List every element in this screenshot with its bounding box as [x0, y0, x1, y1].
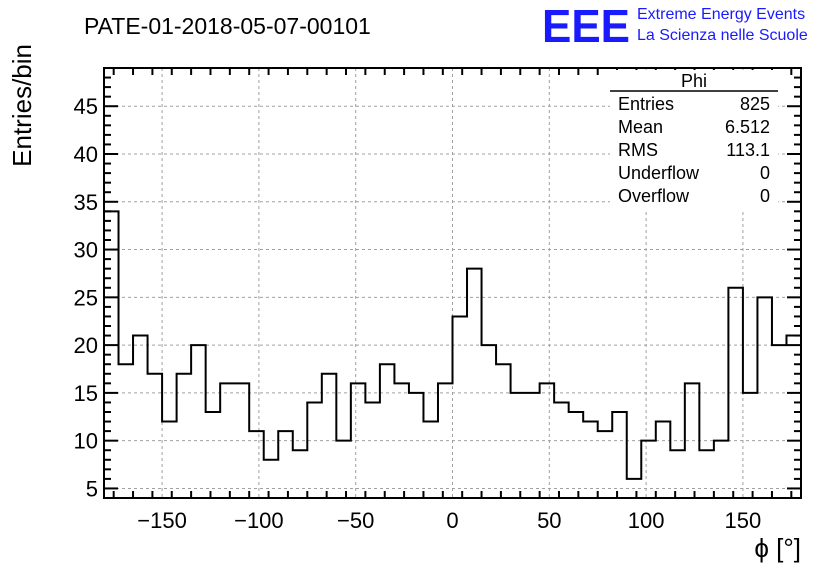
- stats-value: 825: [740, 94, 770, 114]
- logo-line-2: La Scienza nelle Scuole: [637, 27, 808, 44]
- histogram-bin: [380, 364, 395, 498]
- eee-logo: EEE Extreme Energy Events La Scienza nel…: [542, 0, 808, 52]
- stats-label: Overflow: [618, 186, 690, 206]
- logo-mark: EEE: [542, 0, 630, 52]
- histogram-bin: [409, 393, 424, 498]
- stats-box-background: [610, 70, 778, 210]
- histogram-bin: [743, 393, 758, 498]
- x-tick-label: −100: [234, 508, 284, 533]
- histogram-bin: [453, 316, 468, 498]
- y-tick-label: 30: [74, 238, 98, 263]
- stats-label: Underflow: [618, 163, 700, 183]
- histogram-bin: [511, 393, 526, 498]
- histogram-bin: [119, 364, 134, 498]
- histogram-bin: [772, 345, 787, 498]
- histogram-bin: [293, 450, 308, 498]
- histogram-bin: [685, 383, 700, 498]
- y-tick-labels: 5 10 15 20 25 30 35 40 45: [74, 94, 98, 501]
- plot-frame: [103, 67, 802, 499]
- histogram-bin: [670, 450, 685, 498]
- histogram-bin: [423, 422, 438, 498]
- histogram-bin: [307, 402, 322, 498]
- y-tick-label: 10: [74, 429, 98, 454]
- histogram-bars: [103, 210, 802, 498]
- histogram-bin: [699, 450, 714, 498]
- x-tick-label: 0: [446, 508, 458, 533]
- logo-line-1: Extreme Energy Events: [637, 6, 805, 23]
- stats-title: Phi: [681, 71, 707, 91]
- y-tick-label: 40: [74, 142, 98, 167]
- histogram-bin: [148, 374, 163, 498]
- histogram-bin: [162, 422, 177, 498]
- histogram-bin: [569, 412, 584, 498]
- histogram-bin: [177, 374, 192, 498]
- y-tick-label: 15: [74, 381, 98, 406]
- x-tick-label: 50: [537, 508, 561, 533]
- histogram-bin: [627, 479, 642, 498]
- histogram-bin: [467, 269, 482, 498]
- y-tick-label: 35: [74, 190, 98, 215]
- axis-ticks: [104, 67, 801, 498]
- stats-value: 0: [760, 186, 770, 206]
- histogram-bin: [365, 402, 380, 498]
- stats-value: 0: [760, 163, 770, 183]
- y-tick-label: 5: [86, 476, 98, 501]
- chart-title: PATE-01-2018-05-07-00101: [84, 13, 371, 39]
- histogram-bin: [612, 412, 627, 498]
- y-axis-title: Entries/bin: [7, 44, 37, 167]
- histogram-bin: [786, 336, 801, 498]
- histogram-bin: [496, 364, 511, 498]
- stats-rows: Entries 825 Mean 6.512 RMS 113.1 Underflow 0 Ove…: [618, 94, 770, 206]
- x-tick-label: −50: [337, 508, 374, 533]
- histogram-bin: [540, 383, 555, 498]
- stats-value: 6.512: [725, 117, 770, 137]
- stats-label: Mean: [618, 117, 663, 137]
- histogram-bin: [641, 441, 656, 498]
- histogram-bin: [235, 383, 250, 498]
- x-axis-title: ϕ [°]: [754, 533, 801, 563]
- histogram-bin: [191, 345, 206, 498]
- histogram-bin: [394, 383, 409, 498]
- x-tick-labels: −150 −100 −50 0 50 100 150: [137, 508, 761, 533]
- histogram-bin: [351, 383, 366, 498]
- histogram-bin: [598, 431, 613, 498]
- y-tick-label: 45: [74, 94, 98, 119]
- histogram-bin: [322, 374, 337, 498]
- histogram-bin: [220, 383, 235, 498]
- stats-box: Phi Entries 825 Mean 6.512 RMS 113.1 Underflow…: [610, 70, 778, 210]
- histogram-bin: [728, 288, 743, 498]
- histogram-bin: [249, 431, 264, 498]
- histogram-bin: [206, 412, 221, 498]
- histogram-bin: [656, 422, 671, 498]
- stats-value: 113.1: [726, 140, 770, 160]
- y-tick-label: 25: [74, 285, 98, 310]
- stats-label: Entries: [618, 94, 674, 114]
- histogram-bin: [133, 336, 148, 498]
- histogram-bin: [438, 383, 453, 498]
- histogram-bin: [482, 345, 497, 498]
- histogram-bin: [714, 441, 729, 498]
- histogram-bin: [583, 422, 598, 498]
- histogram-bin: [336, 441, 351, 498]
- histogram-bin: [757, 297, 772, 498]
- y-tick-label: 20: [74, 333, 98, 358]
- histogram-outline: [103, 210, 802, 498]
- x-tick-label: 150: [725, 508, 762, 533]
- x-tick-label: 100: [628, 508, 665, 533]
- stats-label: RMS: [618, 140, 658, 160]
- histogram-bin: [264, 460, 279, 498]
- x-tick-label: −150: [137, 508, 187, 533]
- histogram-bin: [554, 402, 569, 498]
- histogram-bin: [525, 393, 540, 498]
- histogram-bin: [278, 431, 293, 498]
